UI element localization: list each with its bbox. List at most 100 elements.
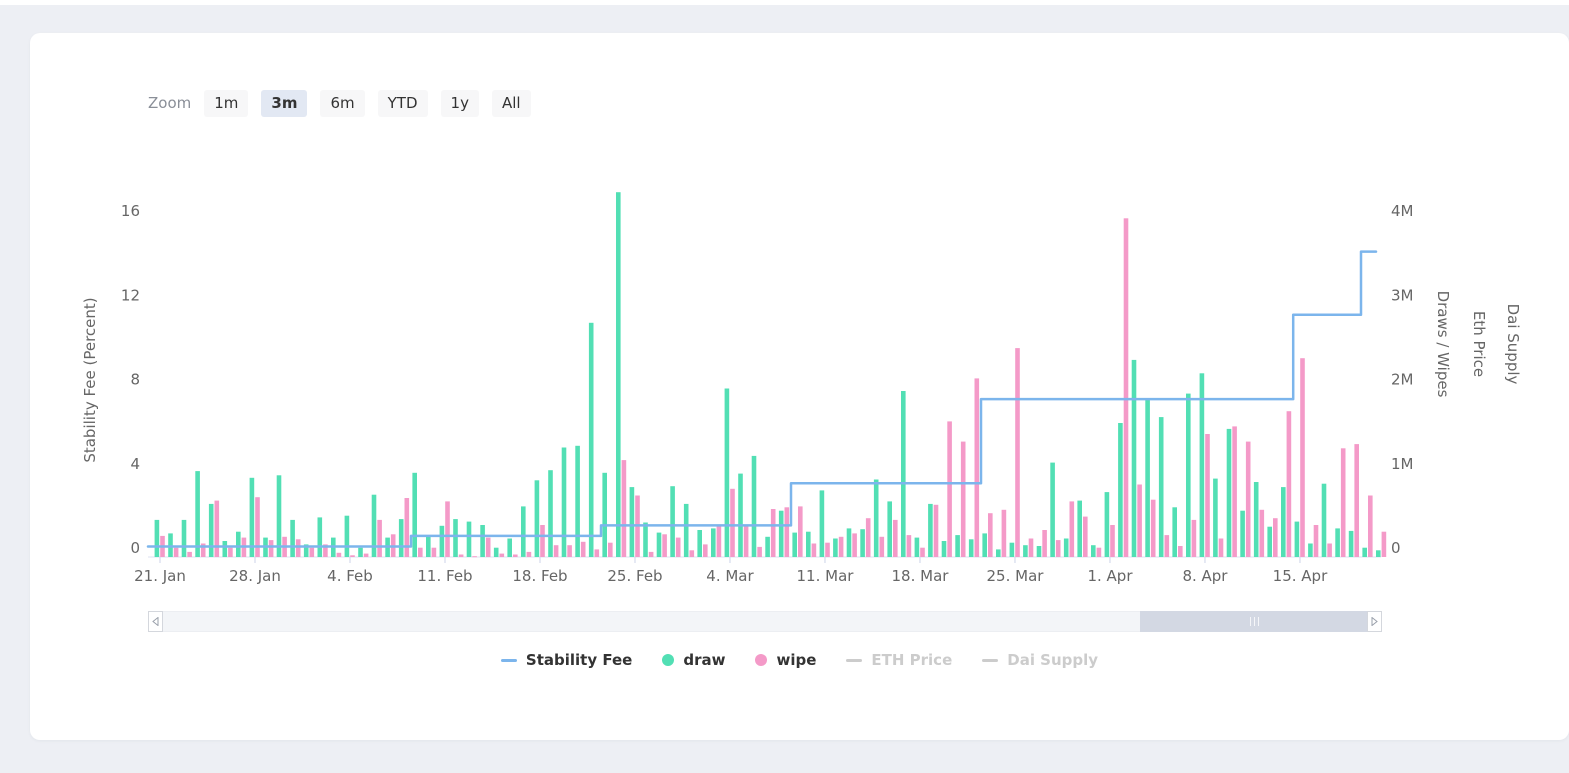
legend-item-wipe[interactable]: wipe — [755, 651, 816, 669]
x-axis-label: 18. Feb — [512, 567, 567, 585]
x-axis-label: 25. Feb — [607, 567, 662, 585]
scrollbar-grip-icon — [1249, 617, 1251, 626]
wipe-bar — [1381, 531, 1387, 557]
draw-bar — [344, 515, 350, 557]
legend-item-dai-supply[interactable]: Dai Supply — [982, 651, 1098, 669]
draw-bar — [941, 541, 947, 557]
draw-bar — [914, 537, 920, 557]
draw-bar — [1131, 359, 1137, 557]
x-axis-label: 11. Mar — [797, 567, 855, 585]
y-axis-right-label: 2M — [1391, 371, 1414, 389]
draw-circle-marker-icon — [662, 654, 675, 666]
legend-item-stability-fee[interactable]: Stability Fee — [500, 651, 632, 669]
dai-supply-axis-title: Dai Supply — [1504, 304, 1522, 385]
draw-bar — [548, 470, 553, 557]
scrollbar-right-arrow-button[interactable] — [1367, 611, 1382, 632]
draw-bar — [181, 519, 187, 557]
wipe-bar — [323, 544, 328, 557]
x-axis-label: 21. Jan — [134, 567, 186, 585]
wipe-bar — [1191, 519, 1197, 557]
wipe-bar — [594, 549, 600, 557]
draw-bar — [683, 503, 689, 557]
wipe-bar — [1055, 540, 1061, 557]
draw-bar — [195, 471, 200, 557]
wipe-bar — [1083, 516, 1088, 557]
draw-bar — [1226, 428, 1232, 557]
x-axis-label: 25. Mar — [987, 567, 1045, 585]
scrollbar-thumb[interactable] — [1140, 611, 1369, 632]
draw-bar — [1199, 373, 1205, 557]
wipe-bar — [418, 547, 423, 557]
wipe-circle-marker-icon — [755, 654, 768, 666]
wipe-bar — [811, 543, 817, 557]
draw-bar — [507, 538, 512, 557]
draw-bar — [521, 506, 526, 557]
draw-bar — [208, 503, 214, 557]
wipe-bar — [1232, 426, 1237, 557]
zoom-button-6m[interactable]: 6m — [320, 89, 365, 117]
triangle-right-icon — [1371, 617, 1378, 626]
wipe-bar — [730, 488, 735, 557]
legend-label: Dai Supply — [1007, 651, 1099, 669]
draw-bar — [1186, 393, 1191, 557]
zoom-button-ytd[interactable]: YTD — [377, 89, 428, 117]
wipe-bar — [255, 497, 260, 557]
wipe-bar — [770, 509, 776, 557]
eth-price-line-marker-icon — [846, 658, 863, 662]
draw-bar — [928, 503, 933, 557]
wipe-bar — [445, 501, 450, 557]
scrollbar-left-arrow-button[interactable] — [148, 611, 163, 632]
draw-bar — [968, 539, 974, 557]
wipe-bars[interactable] — [160, 218, 1387, 558]
draw-bar — [1348, 530, 1354, 557]
wipe-bar — [1178, 546, 1183, 557]
wipe-bar — [920, 547, 925, 557]
zoom-button-3m[interactable]: 3m — [261, 89, 308, 117]
wipe-bar — [879, 536, 885, 557]
wipe-bar — [1205, 434, 1210, 557]
wipe-bar — [1313, 525, 1319, 557]
stability-fee-line[interactable] — [146, 250, 1378, 548]
wipe-bar — [1286, 411, 1292, 557]
wipe-bar — [974, 378, 980, 557]
wipe-bar — [703, 544, 708, 557]
zoom-button-all[interactable]: All — [491, 89, 531, 117]
wipe-bar — [173, 547, 179, 557]
draw-bar — [711, 528, 716, 557]
draw-bar — [1118, 423, 1123, 557]
draw-bar — [846, 528, 852, 557]
zoom-button-1m[interactable]: 1m — [204, 89, 249, 117]
wipe-bar — [580, 541, 586, 557]
legend-item-eth-price[interactable]: ETH Price — [846, 651, 952, 669]
y-axis-right-label: 4M — [1391, 202, 1414, 220]
draw-bar — [1335, 528, 1340, 557]
wipe-bar — [743, 525, 749, 557]
draw-bar — [765, 536, 770, 557]
draw-bar — [1050, 462, 1055, 557]
wipe-bar — [960, 441, 966, 557]
draw-bar — [833, 538, 838, 557]
legend-item-draw[interactable]: draw — [662, 651, 725, 669]
chart-plot-area[interactable]: 21. Jan 28. Jan 4. Feb 11. Feb 18. Feb 25. Fe… — [30, 33, 1569, 740]
wipe-bar — [472, 556, 477, 558]
chart-scrollbar[interactable] — [148, 611, 1382, 632]
wipe-bar — [187, 551, 192, 557]
wipe-bar — [947, 421, 952, 557]
y-axis-left-label: 16 — [121, 202, 140, 220]
draw-bar — [426, 536, 431, 557]
draw-bars[interactable] — [154, 192, 1381, 558]
draw-bar — [453, 519, 458, 557]
zoom-button-1y[interactable]: 1y — [440, 89, 479, 117]
draw-bar — [616, 192, 621, 557]
wipe-bar — [1069, 501, 1075, 557]
wipe-bar — [513, 554, 518, 557]
wipe-bar — [675, 537, 681, 557]
zoom-toolbar: Zoom 1m 3m 6m YTD 1y All — [148, 89, 531, 117]
wipe-bar — [295, 539, 301, 557]
draw-bar — [955, 535, 960, 557]
draw-bar — [412, 472, 417, 558]
draw-bar — [1158, 417, 1164, 557]
draw-bar — [1145, 399, 1150, 557]
draw-bar — [1104, 492, 1110, 557]
scrollbar-grip-icon — [1253, 617, 1255, 626]
